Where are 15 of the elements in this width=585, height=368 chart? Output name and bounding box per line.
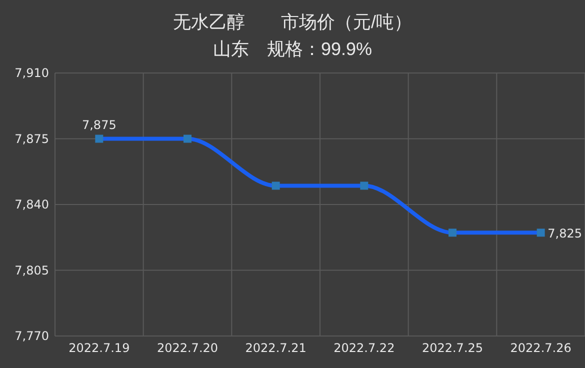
x-tick-label: 2022.7.26 xyxy=(510,341,572,355)
y-tick-label: 7,805 xyxy=(14,263,49,278)
x-tick-label: 2022.7.22 xyxy=(334,341,395,355)
data-label: 7,825 xyxy=(548,226,582,241)
data-label: 7,875 xyxy=(82,118,116,132)
x-tick-label: 2022.7.25 xyxy=(422,341,484,355)
chart-subtitle: 山东 规格：99.9% xyxy=(212,39,372,59)
y-tick-label: 7,770 xyxy=(14,329,49,343)
x-tick-label: 2022.7.20 xyxy=(156,341,218,355)
x-tick-label: 2022.7.21 xyxy=(245,341,306,355)
y-tick-label: 7,840 xyxy=(14,198,49,212)
y-tick-label: 7,875 xyxy=(14,132,49,146)
x-tick-label: 2022.7.19 xyxy=(68,341,130,355)
chart-title: 无水乙醇 市场价（元/吨） xyxy=(172,12,412,32)
y-tick-label: 7,910 xyxy=(14,66,49,80)
